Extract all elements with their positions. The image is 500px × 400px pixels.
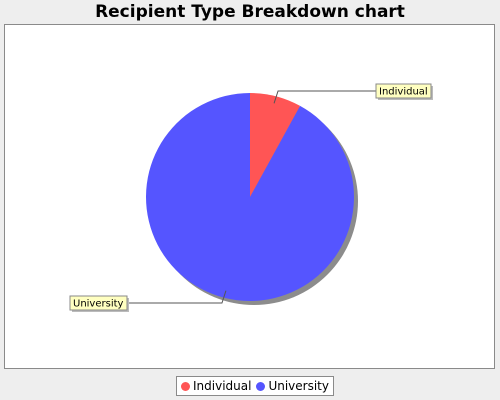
slice-callout-individual: Individual xyxy=(273,83,433,104)
label-box-university xyxy=(69,295,128,311)
slice-label-university: University xyxy=(73,299,124,310)
legend-item-university: University xyxy=(256,379,329,393)
legend-swatch-university xyxy=(256,381,266,391)
legend-swatch-individual xyxy=(181,381,190,391)
pie-slice-individual xyxy=(250,93,301,197)
slice-label-individual: Individual xyxy=(379,87,428,98)
legend: Individual University xyxy=(176,376,334,396)
chart-title: Recipient Type Breakdown chart xyxy=(95,2,405,22)
slice-callout-university: University xyxy=(69,290,227,312)
legend-label-university: University xyxy=(268,379,329,393)
leader-line-individual xyxy=(273,90,376,104)
leader-line-university xyxy=(127,290,227,304)
label-box-individual xyxy=(375,83,432,99)
pie-slice-university xyxy=(146,93,354,302)
legend-item-individual: Individual xyxy=(181,379,251,393)
legend-label-individual: Individual xyxy=(193,379,252,393)
